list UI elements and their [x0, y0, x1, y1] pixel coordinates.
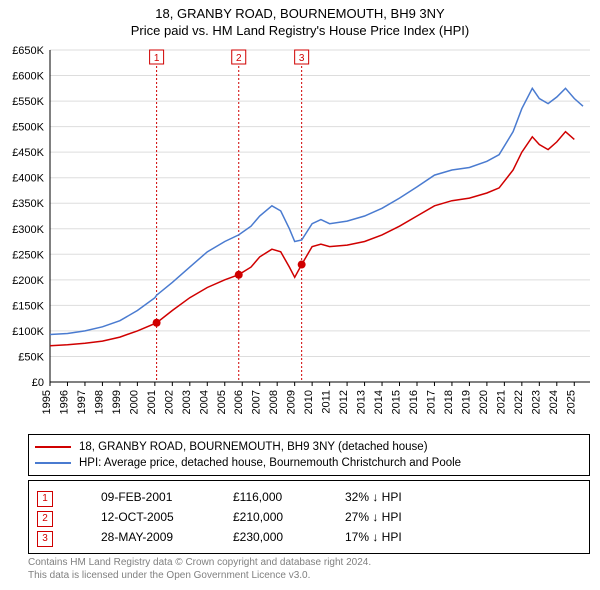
event-marker-1: 1: [37, 491, 53, 507]
svg-text:£650K: £650K: [12, 45, 44, 57]
svg-text:2015: 2015: [391, 390, 403, 414]
svg-text:2: 2: [236, 53, 242, 64]
svg-text:2014: 2014: [373, 390, 385, 414]
svg-text:2009: 2009: [286, 390, 298, 414]
svg-text:2004: 2004: [198, 390, 210, 414]
footer-attribution: Contains HM Land Registry data © Crown c…: [28, 556, 590, 582]
svg-text:£550K: £550K: [12, 96, 44, 108]
svg-text:£50K: £50K: [18, 351, 44, 363]
legend-label-series2: HPI: Average price, detached house, Bour…: [79, 455, 461, 471]
svg-text:2024: 2024: [548, 390, 560, 414]
svg-text:2012: 2012: [338, 390, 350, 414]
svg-text:2008: 2008: [268, 390, 280, 414]
event-pct-2: 27% ↓ HPI: [345, 507, 581, 527]
svg-text:£450K: £450K: [12, 147, 44, 159]
event-date-1: 09-FEB-2001: [101, 487, 211, 507]
legend-row-series2: HPI: Average price, detached house, Bour…: [35, 455, 583, 471]
svg-text:2002: 2002: [163, 390, 175, 414]
svg-text:2007: 2007: [251, 390, 263, 414]
svg-text:1997: 1997: [76, 390, 88, 414]
event-price-1: £116,000: [233, 487, 323, 507]
events-box: 1 09-FEB-2001 £116,000 32% ↓ HPI 2 12-OC…: [28, 480, 590, 554]
svg-text:£200K: £200K: [12, 275, 44, 287]
event-row-3: 3 28-MAY-2009 £230,000 17% ↓ HPI: [37, 527, 581, 547]
event-price-2: £210,000: [233, 507, 323, 527]
chart-title-line2: Price paid vs. HM Land Registry's House …: [0, 21, 600, 38]
svg-text:£0: £0: [32, 377, 44, 389]
svg-text:2010: 2010: [303, 390, 315, 414]
legend-swatch-series2: [35, 462, 71, 464]
legend-label-series1: 18, GRANBY ROAD, BOURNEMOUTH, BH9 3NY (d…: [79, 439, 428, 455]
svg-text:2001: 2001: [146, 390, 158, 414]
price-chart: £0 £50K £100K £150K £200K £250K £300K £350K £400…: [0, 42, 600, 432]
svg-text:£300K: £300K: [12, 224, 44, 236]
svg-text:£600K: £600K: [12, 71, 44, 83]
svg-text:2022: 2022: [513, 390, 525, 414]
svg-text:2011: 2011: [321, 390, 333, 414]
svg-text:1999: 1999: [111, 390, 123, 414]
svg-text:2020: 2020: [478, 390, 490, 414]
svg-text:1996: 1996: [58, 390, 70, 414]
chart-title-line1: 18, GRANBY ROAD, BOURNEMOUTH, BH9 3NY: [0, 0, 600, 21]
svg-text:1: 1: [154, 53, 160, 64]
event-row-2: 2 12-OCT-2005 £210,000 27% ↓ HPI: [37, 507, 581, 527]
svg-text:2019: 2019: [460, 390, 472, 414]
svg-text:1998: 1998: [93, 390, 105, 414]
svg-text:2000: 2000: [128, 390, 140, 414]
footer-line1: Contains HM Land Registry data © Crown c…: [28, 556, 590, 569]
event-row-1: 1 09-FEB-2001 £116,000 32% ↓ HPI: [37, 487, 581, 507]
event-date-2: 12-OCT-2005: [101, 507, 211, 527]
svg-text:£150K: £150K: [12, 300, 44, 312]
event-marker-3: 3: [37, 531, 53, 547]
svg-text:2017: 2017: [425, 390, 437, 414]
svg-text:2006: 2006: [233, 390, 245, 414]
svg-text:2018: 2018: [443, 390, 455, 414]
svg-text:£350K: £350K: [12, 198, 44, 210]
svg-text:£400K: £400K: [12, 173, 44, 185]
svg-text:£500K: £500K: [12, 122, 44, 134]
footer-line2: This data is licensed under the Open Gov…: [28, 569, 590, 582]
event-pct-1: 32% ↓ HPI: [345, 487, 581, 507]
svg-text:2023: 2023: [530, 390, 542, 414]
svg-text:2025: 2025: [565, 390, 577, 414]
event-date-3: 28-MAY-2009: [101, 527, 211, 547]
legend-row-series1: 18, GRANBY ROAD, BOURNEMOUTH, BH9 3NY (d…: [35, 439, 583, 455]
svg-text:3: 3: [299, 53, 305, 64]
svg-text:£100K: £100K: [12, 326, 44, 338]
svg-text:2021: 2021: [495, 390, 507, 414]
svg-text:2005: 2005: [216, 390, 228, 414]
event-marker-2: 2: [37, 511, 53, 527]
event-price-3: £230,000: [233, 527, 323, 547]
svg-text:£250K: £250K: [12, 249, 44, 261]
event-pct-3: 17% ↓ HPI: [345, 527, 581, 547]
legend-box: 18, GRANBY ROAD, BOURNEMOUTH, BH9 3NY (d…: [28, 434, 590, 476]
svg-text:2013: 2013: [356, 390, 368, 414]
svg-text:1995: 1995: [41, 390, 53, 414]
svg-text:2016: 2016: [408, 390, 420, 414]
legend-swatch-series1: [35, 446, 71, 448]
svg-text:2003: 2003: [181, 390, 193, 414]
